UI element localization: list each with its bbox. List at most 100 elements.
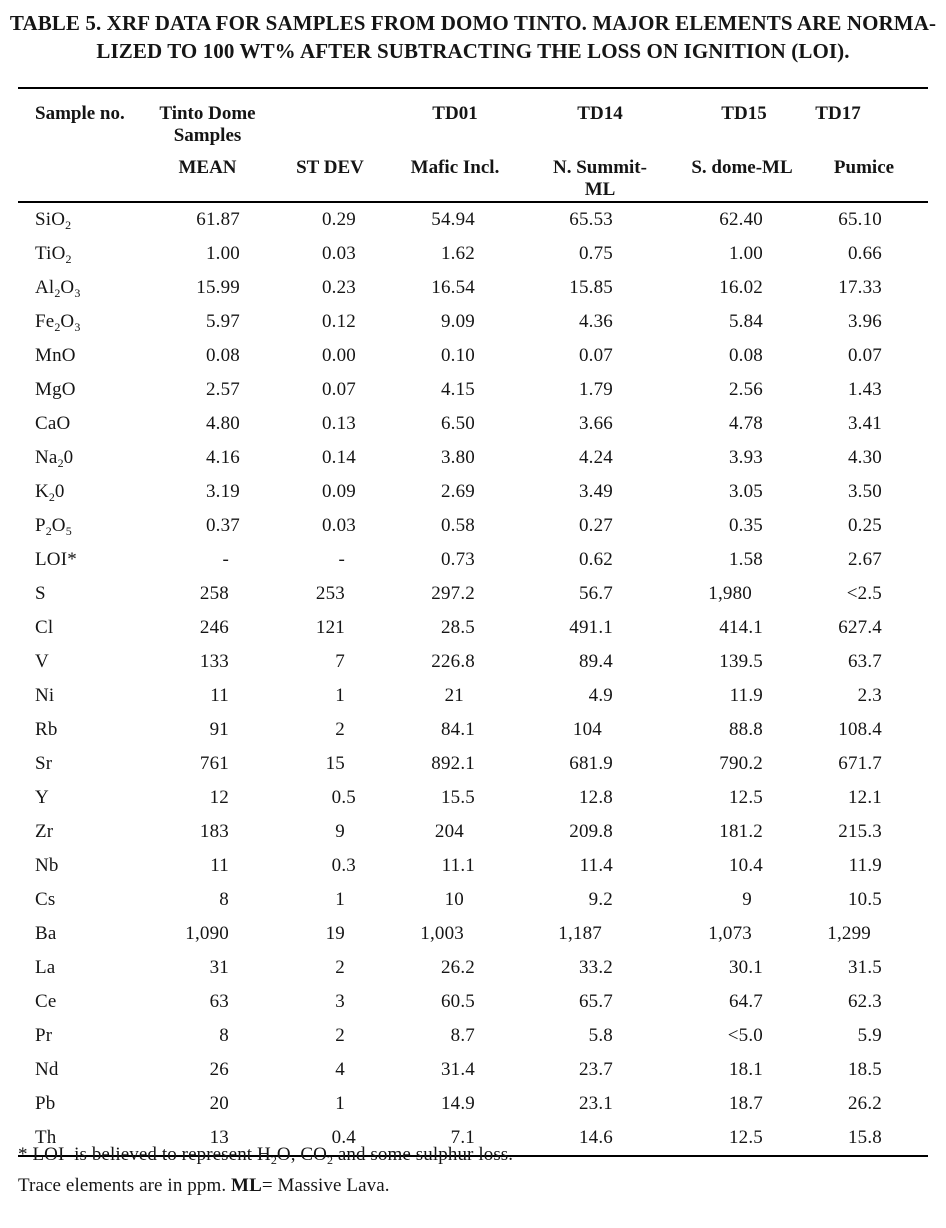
value-cell: 108.4 (838, 719, 882, 740)
table-row: K20 3.19 0.09 2.69 3.49 3.05 3.50 (18, 475, 928, 509)
element-label: Y (35, 787, 49, 808)
element-label: MnO (35, 345, 76, 366)
value-cell: 139.5 (719, 651, 763, 672)
value-cell: 0.62 (578, 549, 613, 570)
col-header-td15: TD15 (721, 103, 767, 124)
value-cell: 2.69 (440, 481, 475, 502)
value-cell: 121 (315, 617, 345, 638)
value-cell: <2.5 (846, 583, 882, 604)
value-cell: 15.5 (440, 787, 475, 808)
value-cell: 681.9 (569, 753, 613, 774)
element-label: SiO2 (35, 209, 72, 232)
value-cell: 28.5 (440, 617, 475, 638)
table-row: Rb 91 2 84.1 104 88.8 108.4 (18, 713, 928, 747)
value-cell: 0.00 (321, 345, 356, 366)
value-cell: 11.1 (441, 855, 475, 876)
col-header-td17: TD17 (815, 103, 861, 124)
value-cell: 2 (335, 719, 345, 740)
value-cell: 88.8 (728, 719, 763, 740)
value-cell: 0.07 (847, 345, 882, 366)
value-cell: 12.1 (847, 787, 882, 808)
value-cell: 0.5 (331, 787, 356, 808)
element-label: V (35, 651, 49, 672)
table-title: TABLE 5. XRF DATA FOR SAMPLES FROM DOMO … (0, 9, 946, 65)
value-cell: 892.1 (431, 753, 475, 774)
value-cell: 0.23 (321, 277, 356, 298)
element-label: Ni (35, 685, 55, 706)
value-cell: 15.99 (196, 277, 240, 298)
value-cell: 26 (209, 1059, 229, 1080)
element-label: K20 (35, 481, 65, 504)
value-cell: 0.37 (205, 515, 240, 536)
value-cell: 65.53 (569, 209, 613, 230)
value-cell: 17.33 (838, 277, 882, 298)
value-cell: 10.4 (728, 855, 763, 876)
col-header-mean: MEAN (145, 147, 270, 203)
table-row: SiO2 61.87 0.29 54.94 65.53 62.40 65.10 (18, 202, 928, 237)
header-row-subheaders: MEAN ST DEV Mafic Incl. N. Summit-ML S. … (18, 147, 928, 203)
col-header-n-summit-ml: N. Summit-ML (520, 147, 660, 203)
value-cell: 18.1 (728, 1059, 763, 1080)
value-cell: 18.5 (847, 1059, 882, 1080)
table-body: SiO2 61.87 0.29 54.94 65.53 62.40 65.10 TiO2 1.0… (18, 202, 928, 1157)
value-cell: 15.85 (569, 277, 613, 298)
value-cell: 61.87 (196, 209, 240, 230)
element-label: LOI* (35, 549, 77, 570)
element-label: Th (18, 1121, 145, 1157)
value-cell: 91 (209, 719, 229, 740)
value-cell: 8 (219, 1025, 229, 1046)
value-cell: 62.40 (719, 209, 763, 230)
value-cell: 0.29 (321, 209, 356, 230)
value-cell: 26.2 (440, 957, 475, 978)
table-row: Al2O3 15.99 0.23 16.54 15.85 16.02 17.33 (18, 271, 928, 305)
value-cell: 1 (335, 685, 345, 706)
value-cell: 11.9 (848, 855, 882, 876)
element-label: Sr (35, 753, 53, 774)
value-cell: 1,187 (558, 923, 602, 944)
value-cell: 1,980 (708, 583, 752, 604)
value-cell: 3.05 (728, 481, 763, 502)
col-header-stdev: ST DEV (270, 147, 390, 203)
value-cell: 246 (199, 617, 229, 638)
value-cell: 23.1 (578, 1093, 613, 1114)
value-cell: 0.66 (847, 243, 882, 264)
value-cell: 31.5 (847, 957, 882, 978)
value-cell: 3.96 (847, 311, 882, 332)
table-row: Y 12 0.5 15.5 12.8 12.5 12.1 (18, 781, 928, 815)
value-cell: 0.75 (578, 243, 613, 264)
table-row: Ni 11 1 21 4.9 11.9 2.3 (18, 679, 928, 713)
value-cell: 10.5 (847, 889, 882, 910)
table-row: Pb 20 1 14.9 23.1 18.7 26.2 (18, 1087, 928, 1121)
value-cell: 5.8 (588, 1025, 613, 1046)
value-cell: 14.9 (440, 1093, 475, 1114)
value-cell: 253 (315, 583, 345, 604)
element-label: TiO2 (35, 243, 72, 266)
footnote-loi: * LOI is believed to represent H2O, CO2 … (18, 1144, 514, 1167)
value-cell: 5.84 (728, 311, 763, 332)
table-row: Sr 761 15 892.1 681.9 790.2 671.7 (18, 747, 928, 781)
value-cell: 0.10 (440, 345, 475, 366)
value-cell: 671.7 (838, 753, 882, 774)
table-row: V 133 7 226.8 89.4 139.5 63.7 (18, 645, 928, 679)
value-cell: 790.2 (719, 753, 763, 774)
value-cell: 297.2 (431, 583, 475, 604)
value-cell: 3 (335, 991, 345, 1012)
value-cell: 12.8 (578, 787, 613, 808)
value-cell: 31.4 (440, 1059, 475, 1080)
value-cell: 10 (444, 889, 464, 910)
value-cell: 209.8 (569, 821, 613, 842)
value-cell: 31 (209, 957, 229, 978)
value-cell: 33.2 (578, 957, 613, 978)
value-cell: 2.57 (205, 379, 240, 400)
value-cell: 9.09 (440, 311, 475, 332)
value-cell: 1.43 (847, 379, 882, 400)
table-title-line1: TABLE 5. XRF DATA FOR SAMPLES FROM DOMO … (9, 11, 937, 35)
value-cell: 5.9 (857, 1025, 882, 1046)
value-cell: 0.35 (728, 515, 763, 536)
element-label: Zr (35, 821, 54, 842)
table-title-line2: LIZED TO 100 WT% AFTER SUBTRACTING THE L… (96, 39, 850, 63)
element-label: Cl (35, 617, 54, 638)
value-cell: 258 (199, 583, 229, 604)
value-cell: 1.00 (205, 243, 240, 264)
